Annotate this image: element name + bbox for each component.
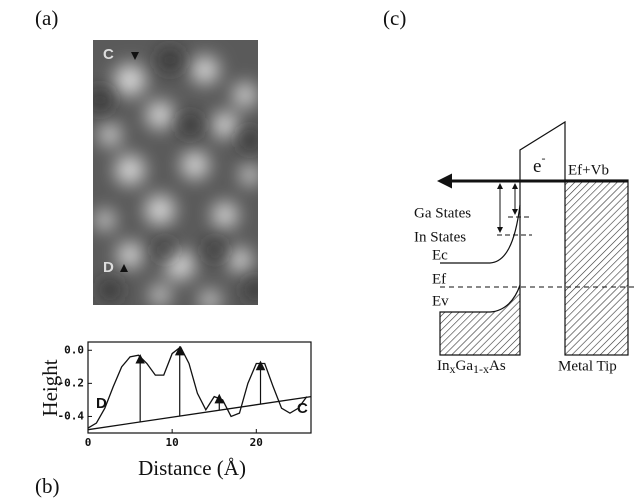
marker-label: C [103,46,114,63]
x-tick-label: 10 [166,436,179,449]
metal-tip [564,179,629,356]
valence-band [439,284,521,356]
material-part: 1-x [473,362,489,376]
electron: e [533,156,541,177]
start-label: D [96,395,107,412]
baseline [87,395,312,431]
y-tick-label: -0.4 [58,409,85,422]
in-states-label: In States [414,229,466,245]
ef-label: Ef [432,271,446,287]
panel-label: (c) [383,6,406,30]
barrier [519,120,566,285]
y-tick-label: 0.0 [64,343,84,356]
material-part: Ga [456,358,474,374]
marker-triangle [120,264,128,272]
y-tick-label: -0.2 [58,376,85,389]
profile-line [87,345,308,429]
marker-label: D [103,259,114,276]
electron-label: e- [533,151,545,178]
material-part: In [437,358,450,374]
electron-sup: - [541,151,545,165]
stm-image [93,40,258,305]
tip-level-label: Ef+Vb [568,162,609,178]
ev-label: Ev [432,293,449,309]
x-axis-label: Distance (Å) [138,456,246,480]
tip-label: Metal Tip [558,358,617,374]
x-tick-label: 0 [85,436,92,449]
material-part: As [489,358,506,374]
end-label: C [297,400,308,417]
panel-label: (b) [35,474,60,498]
y-axis-label: Height [38,359,62,416]
material-part: x [450,362,456,376]
plot-frame [87,341,312,434]
ga-states-label: Ga States [414,205,471,221]
x-tick-label: 20 [250,436,263,449]
marker-triangle [131,52,139,60]
ec-label: Ec [432,247,448,263]
panel-label: (a) [35,6,58,30]
material-label: InxGa1-xAs [437,358,506,375]
